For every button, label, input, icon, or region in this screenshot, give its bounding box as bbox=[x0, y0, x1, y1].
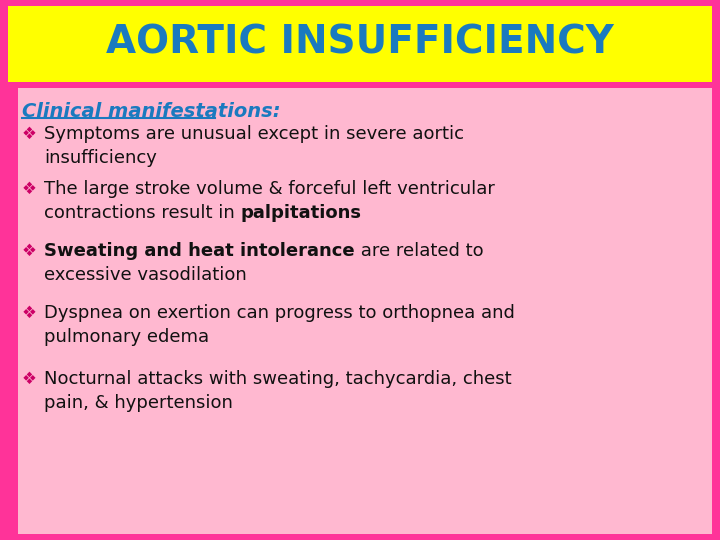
Text: palpitations: palpitations bbox=[240, 204, 361, 222]
Text: The large stroke volume & forceful left ventricular: The large stroke volume & forceful left … bbox=[44, 180, 495, 198]
FancyBboxPatch shape bbox=[8, 88, 18, 534]
Text: ❖: ❖ bbox=[22, 304, 37, 322]
Text: contractions result in: contractions result in bbox=[44, 204, 240, 222]
Text: AORTIC INSUFFICIENCY: AORTIC INSUFFICIENCY bbox=[106, 24, 614, 62]
Text: ❖: ❖ bbox=[22, 180, 37, 198]
Text: Nocturnal attacks with sweating, tachycardia, chest: Nocturnal attacks with sweating, tachyca… bbox=[44, 370, 512, 388]
Text: Sweating and heat intolerance: Sweating and heat intolerance bbox=[44, 242, 355, 260]
Text: ❖: ❖ bbox=[22, 125, 37, 143]
Text: ❖: ❖ bbox=[22, 370, 37, 388]
Text: excessive vasodilation: excessive vasodilation bbox=[44, 266, 247, 284]
Text: pain, & hypertension: pain, & hypertension bbox=[44, 394, 233, 412]
FancyBboxPatch shape bbox=[8, 88, 712, 534]
Text: ❖: ❖ bbox=[22, 242, 37, 260]
Text: are related to: are related to bbox=[355, 242, 483, 260]
Text: insufficiency: insufficiency bbox=[44, 149, 157, 167]
Text: pulmonary edema: pulmonary edema bbox=[44, 328, 209, 346]
Text: Clinical manifestations:: Clinical manifestations: bbox=[22, 102, 281, 121]
Text: Dyspnea on exertion can progress to orthopnea and: Dyspnea on exertion can progress to orth… bbox=[44, 304, 515, 322]
FancyBboxPatch shape bbox=[8, 6, 712, 82]
Text: Symptoms are unusual except in severe aortic: Symptoms are unusual except in severe ao… bbox=[44, 125, 464, 143]
